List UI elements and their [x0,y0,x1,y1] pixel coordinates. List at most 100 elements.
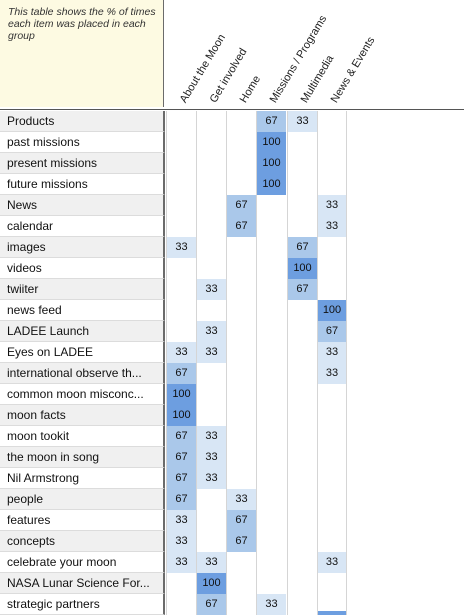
table-cell: 67 [226,195,256,216]
row-label: news feed [0,300,165,321]
table-cell: 33 [317,363,347,384]
table-cell [226,153,256,174]
table-cell [196,258,226,279]
table-cell [287,594,317,615]
table-cell: 33 [196,342,226,363]
table-cell [196,132,226,153]
table-cell [166,300,196,321]
table-cell: 33 [166,237,196,258]
table-cell [287,321,317,342]
table-cell [317,258,347,279]
row-label: future missions [0,174,165,195]
table-cell: 67 [317,321,347,342]
table-cell [317,489,347,510]
table-cell [226,384,256,405]
table-cell [166,111,196,132]
column-label-5: News & Events [328,34,378,105]
table-cell [166,195,196,216]
table-cell: 100 [166,384,196,405]
table-cell [287,342,317,363]
column-label-2: Home [237,73,264,105]
table-cell: 33 [256,594,286,615]
table-cell [287,363,317,384]
table-cell [226,405,256,426]
table-cell [196,237,226,258]
table-cell [196,363,226,384]
column-header: About the Moon Get involved Home Missions /… [0,0,464,111]
table-cell [287,531,317,552]
table-cell [166,216,196,237]
table-cell [166,132,196,153]
table-cell [317,531,347,552]
table-cell [287,384,317,405]
table-cell [317,153,347,174]
table-cell [226,300,256,321]
table-cell [226,342,256,363]
table-cell [166,594,196,615]
table-cell [287,426,317,447]
table-cell [256,405,286,426]
table-cell [256,510,286,531]
row-label: moon facts [0,405,165,426]
table-cell [226,552,256,573]
table-cell [196,216,226,237]
table-cell [196,405,226,426]
table-cell [317,447,347,468]
table-cell: 67 [166,363,196,384]
table-cell [256,426,286,447]
table-cell [226,237,256,258]
table-cell: 67 [166,426,196,447]
table-cell [166,174,196,195]
table-cell: 67 [226,531,256,552]
table-cell [287,405,317,426]
table-cell: 33 [166,510,196,531]
table-cell: 67 [256,111,286,132]
table-cell [196,111,226,132]
table-cell [256,279,286,300]
table-cell [226,468,256,489]
row-label: strategic partners [0,594,165,615]
table-cell [256,258,286,279]
row-label: concepts [0,531,165,552]
row-label: common moon misconc... [0,384,165,405]
table-cell: 100 [166,405,196,426]
table-cell [226,426,256,447]
row-label: international observe th... [0,363,165,384]
table-cell: 67 [226,216,256,237]
row-label: people [0,489,165,510]
table-cell [256,531,286,552]
table-cell [256,552,286,573]
row-label: the moon in song [0,447,165,468]
table-cell [317,237,347,258]
table-cell [226,594,256,615]
table-cell [196,300,226,321]
table-cell [256,300,286,321]
table-cell [226,573,256,594]
row-label: LADEE Launch [0,321,165,342]
table-cell [256,342,286,363]
row-label: Products [0,111,165,132]
table-cell [196,489,226,510]
table-cell [196,174,226,195]
table-cell [317,111,347,132]
table-cell [256,195,286,216]
table-cell [226,111,256,132]
table-cell: 33 [196,447,226,468]
table-cell: 33 [196,279,226,300]
table-cell: 33 [166,342,196,363]
table-cell: 100 [256,132,286,153]
row-label: Eyes on LADEE [0,342,165,363]
table-cell: 67 [166,489,196,510]
table-cell [317,174,347,195]
table-cell [226,447,256,468]
table-cell: 33 [317,552,347,573]
table-cell [287,132,317,153]
table-cell [317,279,347,300]
row-label: NASA Lunar Science For... [0,573,165,594]
table-cell: 100 [287,258,317,279]
table-cell [226,132,256,153]
table-cell [287,552,317,573]
table-cell: 33 [166,552,196,573]
table-cell [226,279,256,300]
table-cell: 33 [317,216,347,237]
